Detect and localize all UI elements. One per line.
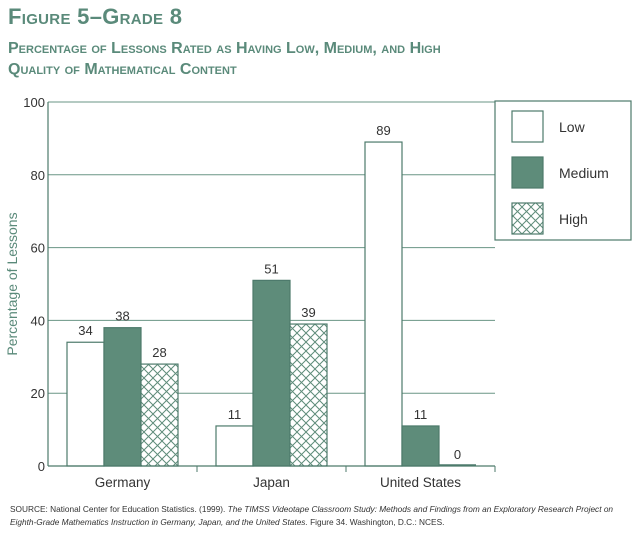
bar-low-japan [215, 425, 254, 467]
source-figure-ref: Figure 34. Washington, D.C.: NCES. [310, 517, 445, 527]
figure-subtitle: Percentage of Lessons Rated as Having Lo… [8, 40, 441, 78]
bar-high-japan [289, 323, 328, 467]
source-text: SOURCE: National Center for Education St… [10, 504, 226, 514]
data-label-high-japan: 39 [301, 305, 315, 320]
y-tick-label-0: 0 [38, 459, 45, 474]
bar-chart: 34 38 28 11 51 39 89 11 0 0 20 40 60 80 100 Percentage… [4, 95, 632, 490]
figure-title: Figure 5–Grade 8 [8, 4, 183, 29]
axes: 0 20 40 60 80 100 Percentage of Lessons Germany… [4, 95, 496, 490]
x-tick-label-japan: Japan [253, 475, 290, 490]
bars: 34 38 28 11 51 39 89 11 0 [66, 123, 476, 467]
bar-low-germany [66, 341, 105, 467]
y-tick-label-40: 40 [31, 313, 45, 328]
source-citation: SOURCE: National Center for Education St… [10, 503, 630, 529]
bar-low-united-states [364, 141, 403, 467]
bar-medium-germany [103, 327, 142, 467]
data-label-low-united-states: 89 [376, 123, 390, 138]
data-label-medium-united-states: 11 [414, 407, 428, 422]
data-label-high-germany: 28 [152, 345, 166, 360]
bar-high-germany [140, 363, 179, 467]
legend-label-low: Low [559, 119, 586, 135]
y-tick-label-60: 60 [31, 241, 45, 256]
bar-medium-japan [252, 279, 291, 467]
legend: Low Medium High [494, 100, 632, 241]
data-label-low-germany: 34 [78, 323, 92, 338]
y-tick-label-80: 80 [31, 168, 45, 183]
legend-label-high: High [559, 211, 588, 227]
legend-swatch-high [511, 202, 544, 235]
y-tick-label-20: 20 [31, 386, 45, 401]
x-tick-label-united-states: United States [380, 475, 461, 490]
source-italic-text: The TIMSS Videotape Classroom Study: Met… [10, 504, 614, 527]
y-axis-label: Percentage of Lessons [4, 212, 20, 355]
data-label-high-united-states: 0 [454, 447, 461, 462]
bar-medium-united-states [401, 425, 440, 467]
legend-swatch-low [511, 110, 544, 143]
y-tick-label-100: 100 [23, 95, 45, 110]
data-label-medium-japan: 51 [264, 261, 278, 276]
legend-label-medium: Medium [559, 165, 609, 181]
data-label-low-japan: 11 [228, 407, 242, 422]
x-tick-label-germany: Germany [95, 475, 151, 490]
data-label-medium-germany: 38 [115, 309, 129, 324]
legend-swatch-medium [511, 156, 544, 189]
